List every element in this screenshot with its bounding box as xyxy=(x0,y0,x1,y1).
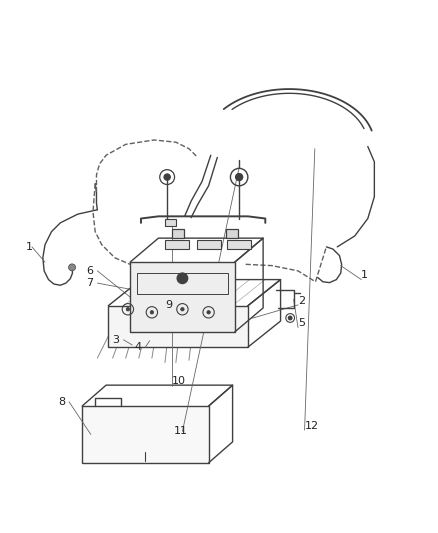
Circle shape xyxy=(126,308,129,311)
Text: 12: 12 xyxy=(304,421,318,431)
Circle shape xyxy=(288,316,291,320)
Text: 11: 11 xyxy=(173,426,187,437)
Circle shape xyxy=(206,311,210,314)
Circle shape xyxy=(68,264,75,271)
Bar xyxy=(108,306,247,347)
Circle shape xyxy=(177,273,187,284)
Circle shape xyxy=(180,308,184,311)
Bar xyxy=(136,273,228,294)
Circle shape xyxy=(150,311,153,314)
Text: 7: 7 xyxy=(86,278,93,288)
Text: 2: 2 xyxy=(297,295,304,305)
Text: 9: 9 xyxy=(165,300,172,310)
Bar xyxy=(165,240,188,249)
Bar xyxy=(171,229,184,238)
Bar xyxy=(227,240,251,249)
Bar xyxy=(82,406,208,463)
Bar xyxy=(130,262,234,332)
Text: 10: 10 xyxy=(171,376,185,386)
Bar xyxy=(226,229,238,238)
Text: 1: 1 xyxy=(25,242,32,252)
Text: 1: 1 xyxy=(360,270,367,280)
Bar xyxy=(165,219,176,227)
Bar xyxy=(196,240,220,249)
Text: 8: 8 xyxy=(58,397,65,407)
Text: 4: 4 xyxy=(134,342,141,352)
Text: 3: 3 xyxy=(113,335,119,345)
Circle shape xyxy=(235,174,242,181)
Circle shape xyxy=(164,174,170,180)
Text: 6: 6 xyxy=(86,266,93,276)
Text: 5: 5 xyxy=(297,318,304,328)
